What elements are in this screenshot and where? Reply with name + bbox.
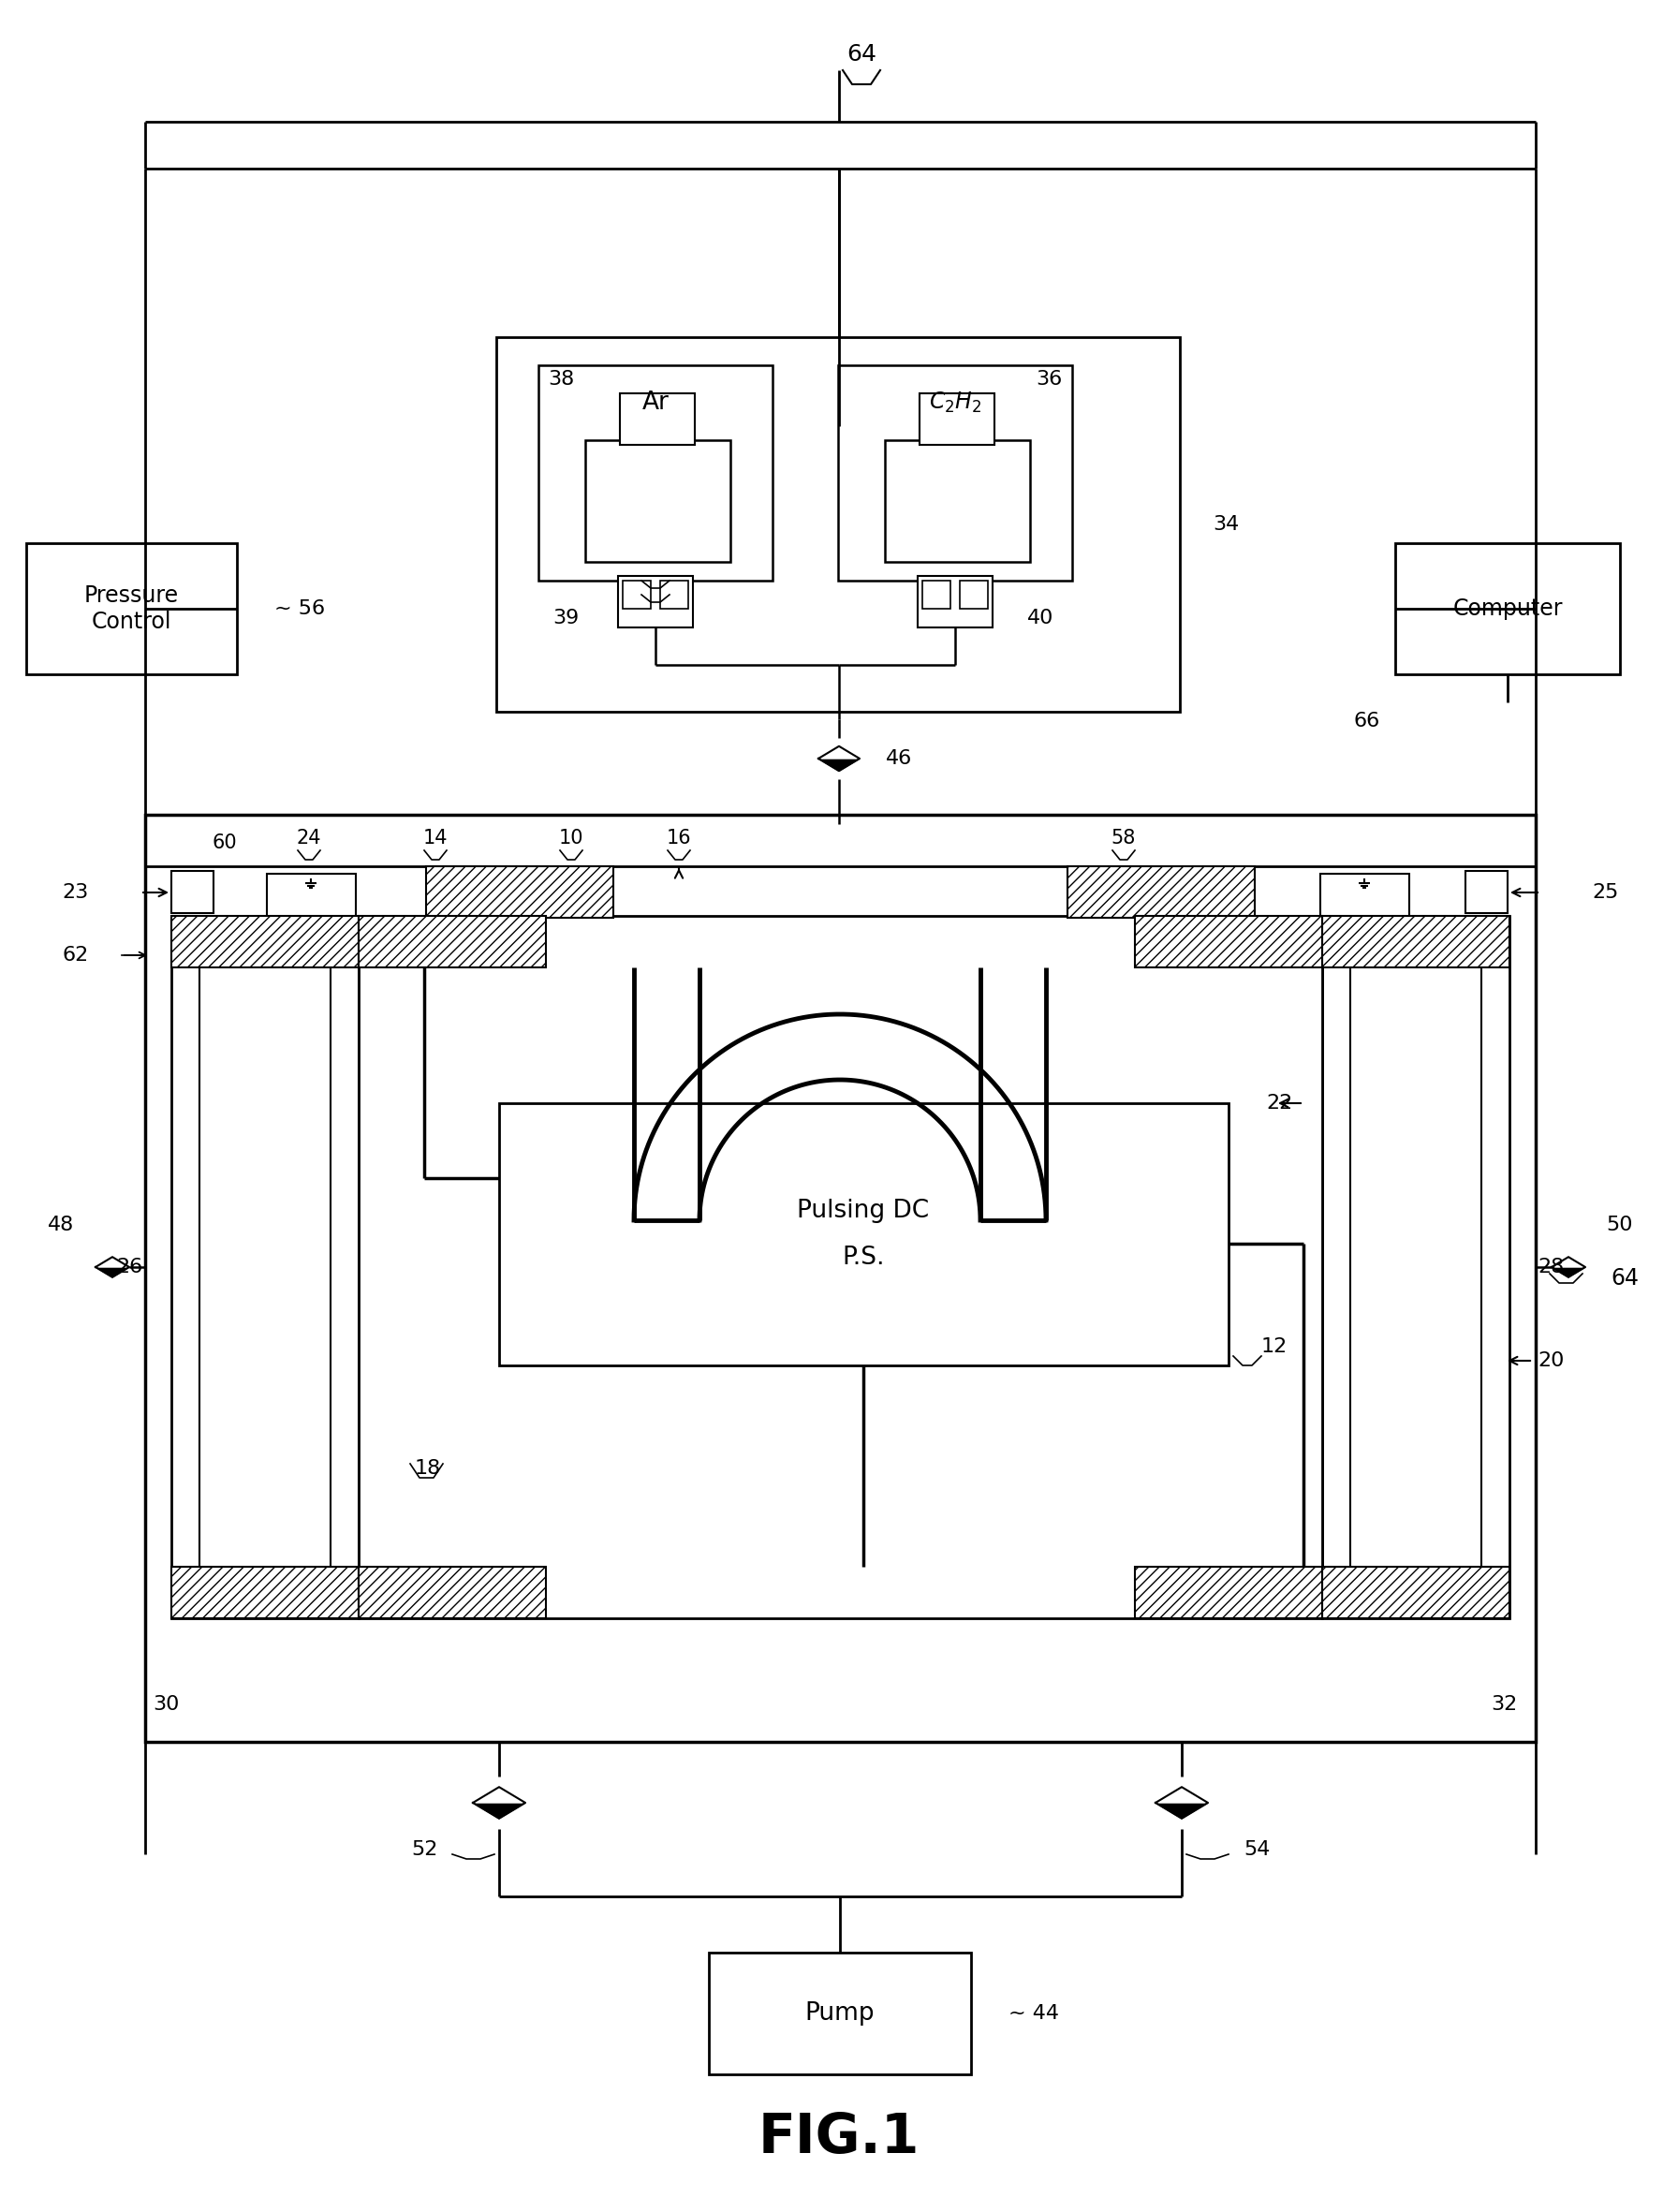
Bar — [27, 544, 237, 675]
Polygon shape — [819, 759, 859, 772]
Bar — [171, 916, 359, 1619]
Bar — [623, 580, 651, 608]
Text: 34: 34 — [1213, 515, 1238, 533]
Text: 39: 39 — [552, 608, 579, 628]
Bar — [171, 872, 213, 914]
Text: 38: 38 — [547, 369, 574, 389]
Text: 12: 12 — [1262, 1338, 1287, 1356]
Bar — [586, 440, 730, 562]
Bar — [920, 394, 995, 445]
Text: Ar: Ar — [643, 392, 670, 416]
Text: Pressure
Control: Pressure Control — [84, 584, 178, 633]
Bar — [1134, 916, 1322, 967]
Bar — [497, 336, 1180, 712]
Text: 66: 66 — [1354, 712, 1381, 730]
Text: P.S.: P.S. — [842, 1245, 884, 1270]
Polygon shape — [96, 1256, 129, 1267]
Bar — [144, 814, 1535, 1741]
Bar — [837, 365, 1072, 580]
Bar — [1322, 916, 1510, 967]
Text: 58: 58 — [1111, 830, 1136, 847]
Bar — [359, 916, 1322, 1619]
Text: Pulsing DC: Pulsing DC — [797, 1199, 930, 1223]
Text: 40: 40 — [1027, 608, 1054, 628]
Bar — [426, 867, 614, 918]
Bar — [708, 1953, 972, 2075]
Text: 48: 48 — [47, 1217, 74, 1234]
Bar — [1322, 916, 1510, 1619]
Bar — [171, 916, 359, 967]
Bar — [659, 580, 688, 608]
Bar — [884, 440, 1030, 562]
Text: FIG.1: FIG.1 — [758, 2110, 920, 2163]
Text: 36: 36 — [1037, 369, 1062, 389]
Polygon shape — [1552, 1256, 1586, 1267]
Bar — [1394, 544, 1619, 675]
Text: 24: 24 — [297, 830, 322, 847]
Text: 46: 46 — [886, 750, 913, 768]
Polygon shape — [1156, 1803, 1208, 1818]
Polygon shape — [473, 1787, 525, 1803]
Polygon shape — [1156, 1787, 1208, 1803]
Text: Pump: Pump — [805, 2002, 874, 2026]
Bar — [200, 945, 331, 1590]
Bar — [619, 394, 695, 445]
Text: Computer: Computer — [1453, 597, 1562, 619]
Text: 30: 30 — [153, 1694, 180, 1714]
Text: 14: 14 — [423, 830, 448, 847]
Bar — [498, 1104, 1228, 1365]
Text: ~ 56: ~ 56 — [275, 599, 326, 617]
Text: 62: 62 — [62, 947, 89, 964]
Bar — [923, 580, 950, 608]
Text: 18: 18 — [414, 1460, 441, 1478]
Text: 20: 20 — [1537, 1352, 1564, 1369]
Bar — [539, 365, 772, 580]
Bar — [1351, 945, 1482, 1590]
Polygon shape — [96, 1267, 129, 1276]
Bar — [171, 1566, 359, 1619]
Text: 16: 16 — [666, 830, 691, 847]
Bar — [267, 874, 356, 922]
Text: 64: 64 — [1611, 1267, 1639, 1290]
Text: 54: 54 — [1243, 1840, 1270, 1858]
Bar — [359, 1566, 545, 1619]
Bar — [618, 575, 693, 628]
Text: 26: 26 — [117, 1259, 143, 1276]
Text: 52: 52 — [411, 1840, 438, 1858]
Text: 64: 64 — [846, 42, 876, 66]
Bar — [1465, 872, 1507, 914]
Text: 50: 50 — [1606, 1217, 1633, 1234]
Polygon shape — [473, 1803, 525, 1818]
Text: 25: 25 — [1592, 883, 1618, 902]
Text: $C_2H_2$: $C_2H_2$ — [928, 392, 982, 416]
Bar — [1134, 1566, 1322, 1619]
Text: ~ 44: ~ 44 — [1008, 2004, 1059, 2022]
Bar — [1067, 867, 1255, 918]
Bar — [359, 916, 545, 967]
Bar — [1321, 874, 1410, 922]
Text: 10: 10 — [559, 830, 584, 847]
Bar — [918, 575, 993, 628]
Bar — [960, 580, 988, 608]
Text: 23: 23 — [62, 883, 89, 902]
Text: 60: 60 — [211, 834, 237, 852]
Bar — [1322, 1566, 1510, 1619]
Polygon shape — [819, 745, 859, 759]
Polygon shape — [1552, 1267, 1586, 1276]
Text: 22: 22 — [1265, 1093, 1292, 1113]
Text: 32: 32 — [1490, 1694, 1517, 1714]
Text: 28: 28 — [1537, 1259, 1564, 1276]
